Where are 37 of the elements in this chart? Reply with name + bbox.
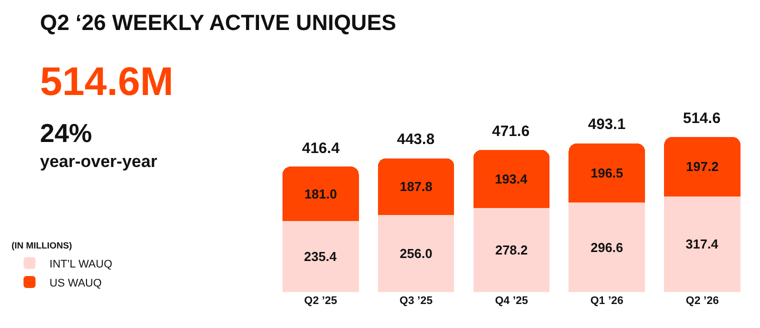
data-label: 317.4 <box>686 236 719 252</box>
bar <box>664 137 740 196</box>
bar <box>378 214 454 292</box>
x-tick-label: Q1 ’26 <box>590 295 624 307</box>
text: year-over-year <box>40 152 158 171</box>
data-label: 193.4 <box>494 172 528 187</box>
bar <box>568 143 646 203</box>
bar <box>473 150 550 208</box>
data-label: 278.2 <box>495 242 528 258</box>
bar <box>473 208 550 292</box>
x-tick-label: Q2 ’26 <box>686 295 719 307</box>
data-label: 235.4 <box>304 249 338 264</box>
data-label: 197.2 <box>686 159 719 174</box>
legend-title: (IN MILLIONS) <box>12 240 72 250</box>
data-label: 187.8 <box>400 179 432 194</box>
x-tick-label: Q2 ’25 <box>304 295 338 307</box>
total-label: 514.6 <box>683 110 721 127</box>
legend-label: INT’L WAUQ <box>50 258 113 270</box>
text: 24% <box>40 118 92 148</box>
data-label: 296.6 <box>590 240 624 255</box>
data-label: 256.0 <box>400 246 432 261</box>
legend-label: US WAUQ <box>50 277 102 290</box>
text: 514.6M <box>40 60 174 104</box>
total-label: 493.1 <box>588 116 626 133</box>
total-label: 471.6 <box>492 123 530 140</box>
x-tick-label: Q3 ’25 <box>400 295 433 307</box>
bar <box>664 196 740 292</box>
bar <box>378 158 454 215</box>
chart-title: Q2 ‘26 WEEKLY ACTIVE UNIQUES <box>40 10 396 35</box>
bar <box>282 166 359 222</box>
bar <box>568 202 646 292</box>
data-label: 181.0 <box>304 186 337 202</box>
bar <box>282 221 359 292</box>
total-label: 443.8 <box>397 131 435 148</box>
total-label: 416.4 <box>302 140 340 157</box>
x-tick-label: Q4 ’25 <box>494 295 528 307</box>
data-label: 196.5 <box>590 166 624 181</box>
